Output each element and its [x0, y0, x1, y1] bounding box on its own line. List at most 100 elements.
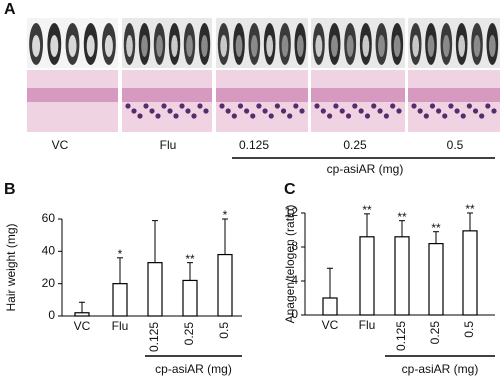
follicle	[371, 103, 377, 109]
x-tick-label: 0.5	[462, 321, 476, 338]
follicle	[448, 103, 454, 109]
follicle	[219, 103, 225, 109]
mouse-back	[68, 35, 77, 57]
mouse-back	[126, 35, 133, 57]
significance-mark: *	[118, 247, 123, 261]
x-tick-label: VC	[322, 318, 339, 332]
follicle	[131, 108, 137, 114]
follicle	[237, 103, 244, 109]
bar	[147, 262, 163, 317]
follicle	[173, 113, 179, 119]
follicle	[250, 113, 256, 119]
follicle	[411, 103, 417, 109]
follicle	[137, 113, 143, 119]
follicle	[149, 108, 155, 114]
mouse-back	[171, 35, 178, 57]
follicle	[383, 113, 389, 119]
follicle	[442, 113, 448, 119]
mouse-back	[32, 35, 41, 57]
mouse-photo	[216, 18, 308, 68]
follicle	[293, 103, 299, 109]
follicle	[491, 108, 497, 114]
mouse-back	[156, 35, 163, 57]
follicle	[155, 113, 161, 119]
significance-mark: **	[431, 221, 441, 235]
follicle	[262, 108, 268, 114]
follicle	[377, 108, 383, 114]
follicle	[364, 113, 371, 119]
follicle	[125, 103, 131, 109]
y-axis-label: Anagen/telogen (ratio)	[283, 205, 297, 324]
y-tick-label: 60	[42, 211, 56, 225]
y-tick-label: 20	[42, 276, 56, 290]
group-bracket-label: cp-asiAR (mg)	[155, 362, 232, 376]
follicle	[485, 103, 491, 109]
mouse-back	[141, 35, 148, 57]
follicle	[280, 108, 287, 114]
follicle	[479, 113, 485, 119]
follicle	[197, 103, 203, 109]
mouse-back	[315, 35, 323, 57]
x-tick-label: Flu	[359, 318, 376, 332]
panel-letter: C	[284, 181, 296, 198]
y-axis-label: Hair weight (mg)	[4, 223, 18, 311]
follicle	[327, 113, 333, 119]
y-tick-label: 4	[291, 273, 298, 287]
follicle	[390, 103, 396, 109]
group-label: 0.25	[343, 138, 367, 152]
follicle	[358, 108, 364, 114]
y-tick-label: 8	[291, 239, 298, 253]
follicle	[231, 113, 237, 119]
mouse-back	[235, 35, 243, 57]
bar	[217, 253, 233, 317]
mouse-back	[186, 35, 193, 57]
mouse-photo	[122, 18, 212, 68]
bar	[112, 283, 128, 317]
bar	[359, 236, 375, 316]
mouse-back	[346, 35, 354, 57]
mouse-back	[412, 35, 420, 57]
mouse-back	[442, 35, 450, 57]
bar	[462, 230, 478, 316]
mouse-back	[86, 35, 95, 57]
histology-layer	[311, 88, 405, 102]
histology-layer	[408, 88, 500, 102]
bar	[428, 243, 444, 316]
follicle	[466, 103, 472, 109]
follicle	[339, 108, 345, 114]
histology-layer	[27, 88, 118, 102]
follicle	[185, 108, 191, 114]
follicle	[225, 108, 231, 114]
bar	[182, 279, 198, 317]
mouse-back	[378, 35, 385, 57]
x-tick-label: 0.125	[147, 322, 161, 352]
mouse-back	[296, 35, 304, 57]
mouse-back	[427, 35, 435, 57]
follicle	[203, 108, 209, 114]
follicle	[454, 108, 460, 114]
significance-mark: **	[185, 252, 195, 266]
mouse-back	[220, 35, 228, 57]
panel-letter: B	[4, 181, 16, 198]
mouse-back	[393, 35, 401, 57]
x-tick-label: Flu	[112, 319, 129, 333]
follicle	[299, 108, 305, 114]
x-tick-label: 0.125	[394, 321, 408, 351]
significance-mark: **	[465, 202, 475, 216]
follicle	[179, 103, 185, 109]
group-label: 0.125	[239, 138, 269, 152]
mouse-back	[250, 35, 258, 57]
bar	[394, 236, 410, 316]
mouse-back	[362, 35, 370, 57]
group-label: VC	[52, 138, 69, 152]
mouse-back	[458, 35, 466, 57]
follicle	[161, 103, 167, 109]
group-bracket-label: cp-asiAR (mg)	[327, 162, 404, 176]
mouse-back	[266, 35, 274, 57]
follicle	[167, 108, 173, 114]
group-label: Flu	[160, 138, 177, 152]
mouse-back	[331, 35, 338, 57]
mouse-back	[473, 35, 481, 57]
